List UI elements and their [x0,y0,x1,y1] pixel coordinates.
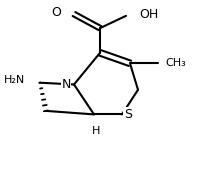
Text: H: H [92,126,100,136]
Text: N: N [61,78,71,91]
Text: S: S [124,108,132,121]
Text: OH: OH [139,8,158,21]
Text: H₂N: H₂N [3,75,25,85]
Text: O: O [51,6,61,19]
Text: CH₃: CH₃ [165,58,186,68]
